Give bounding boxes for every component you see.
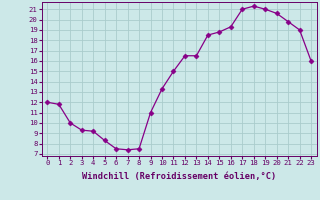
X-axis label: Windchill (Refroidissement éolien,°C): Windchill (Refroidissement éolien,°C) bbox=[82, 172, 276, 181]
